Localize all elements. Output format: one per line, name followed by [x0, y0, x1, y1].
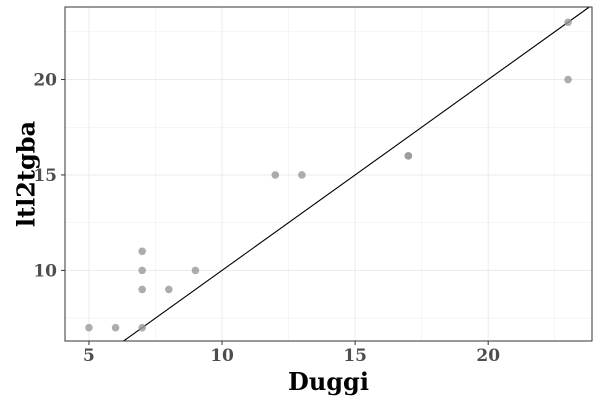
data-points: [85, 18, 572, 332]
data-point: [165, 285, 173, 294]
x-axis-title: Duggi: [288, 367, 369, 396]
data-point: [111, 323, 120, 332]
y-axis-title: ltl2tgba: [11, 121, 40, 227]
data-point: [298, 171, 306, 179]
reference-line-group: [123, 6, 590, 342]
grid-lines: [65, 7, 592, 341]
data-point: [85, 323, 93, 332]
data-point: [138, 266, 146, 275]
x-axis-ticks: 5 10 15 20: [83, 341, 500, 366]
data-point: [564, 75, 572, 84]
panel-border: [64, 6, 593, 342]
data-point: [271, 171, 280, 179]
data-point: [138, 247, 146, 256]
y-tick-label: 15: [33, 166, 57, 186]
x-tick-label: 15: [343, 346, 367, 366]
data-point: [138, 323, 146, 332]
y-tick-label: 20: [33, 71, 57, 91]
y-tick-label: 10: [33, 261, 57, 281]
reference-line: [123, 6, 590, 342]
data-point: [404, 152, 413, 160]
y-axis-ticks: 10 15 20: [33, 71, 65, 281]
x-tick-label: 10: [210, 346, 234, 366]
x-tick-label: 20: [476, 346, 500, 366]
x-tick-label: 5: [83, 346, 95, 366]
data-point: [138, 285, 146, 294]
data-point: [191, 266, 200, 275]
data-point: [564, 18, 572, 27]
